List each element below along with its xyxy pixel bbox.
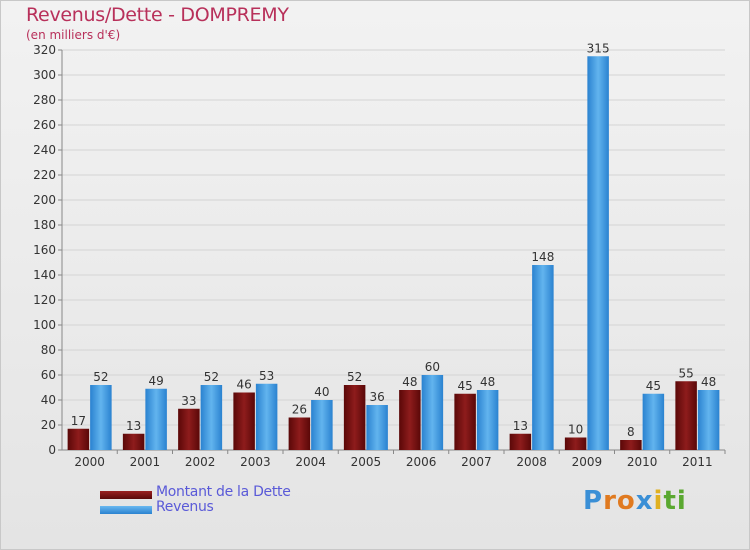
chart-subtitle: (en milliers d'€)	[26, 28, 121, 42]
bar-revenus	[697, 390, 720, 450]
data-label: 52	[347, 370, 362, 384]
x-tick-label: 2000	[74, 455, 105, 469]
logo-letter: r	[603, 486, 617, 516]
y-tick-label: 280	[33, 93, 56, 107]
chart-title: Revenus/Dette - DOMPREMY	[26, 4, 289, 26]
x-tick-label: 2005	[351, 455, 382, 469]
logo-letter: i	[676, 486, 687, 516]
bar-revenus	[421, 375, 444, 450]
y-tick-label: 80	[41, 343, 56, 357]
y-tick-label: 240	[33, 143, 56, 157]
x-tick-label: 2010	[627, 455, 658, 469]
data-label: 315	[587, 41, 610, 55]
data-label: 36	[369, 390, 384, 404]
data-label: 148	[531, 250, 554, 264]
y-tick-label: 100	[33, 318, 56, 332]
bar-dette	[399, 390, 421, 450]
data-label: 40	[314, 385, 329, 399]
bar-dette	[564, 437, 587, 450]
bar-revenus	[642, 393, 665, 450]
bar-revenus	[476, 390, 499, 450]
bar-dette	[675, 381, 697, 450]
data-label: 60	[425, 360, 440, 374]
data-label: 48	[701, 375, 716, 389]
y-tick-label: 60	[41, 368, 56, 382]
y-tick-label: 160	[33, 243, 56, 257]
x-tick-label: 2008	[516, 455, 547, 469]
logo-letter: i	[653, 486, 664, 516]
legend-swatch-dette	[100, 491, 152, 499]
y-tick-label: 300	[33, 68, 56, 82]
y-tick-label: 140	[33, 268, 56, 282]
logo-letter: t	[663, 486, 677, 516]
bar-revenus	[311, 400, 333, 450]
logo-letter: o	[616, 486, 636, 516]
y-tick-label: 20	[41, 418, 56, 432]
x-tick-label: 2004	[295, 455, 326, 469]
x-tick-label: 2006	[406, 455, 437, 469]
logo-letter: P	[583, 486, 604, 516]
bar-revenus	[532, 265, 554, 450]
legend-swatch-revenus	[100, 506, 152, 514]
data-label: 52	[204, 370, 219, 384]
data-label: 49	[148, 374, 163, 388]
bar-dette	[620, 440, 642, 450]
proxiti-logo: Proxiti	[583, 486, 687, 516]
bar-revenus	[200, 385, 223, 450]
x-tick-label: 2007	[461, 455, 492, 469]
data-label: 13	[126, 419, 141, 433]
y-tick-label: 180	[33, 218, 56, 232]
y-tick-label: 260	[33, 118, 56, 132]
bar-dette	[122, 433, 145, 450]
data-label: 13	[513, 419, 528, 433]
data-label: 45	[457, 379, 472, 393]
bar-revenus	[587, 56, 609, 450]
bar-dette	[509, 433, 532, 450]
x-tick-label: 2009	[572, 455, 603, 469]
y-tick-label: 200	[33, 193, 56, 207]
data-label: 52	[93, 370, 108, 384]
y-tick-label: 120	[33, 293, 56, 307]
x-tick-label: 2011	[682, 455, 713, 469]
bar-revenus	[255, 383, 278, 450]
bar-revenus	[366, 405, 388, 450]
y-tick-label: 220	[33, 168, 56, 182]
y-tick-label: 0	[48, 443, 56, 457]
bar-revenus	[90, 385, 112, 450]
legend-label-revenus: Revenus	[156, 499, 214, 515]
y-tick-label: 320	[33, 43, 56, 57]
data-label: 8	[627, 425, 635, 439]
data-label: 48	[480, 375, 495, 389]
data-label: 26	[292, 403, 307, 417]
bar-revenus	[145, 388, 167, 450]
legend-label-dette: Montant de la Dette	[156, 484, 291, 500]
bar-dette	[233, 392, 255, 450]
data-label: 53	[259, 369, 274, 383]
data-label: 46	[236, 378, 251, 392]
bar-dette	[454, 393, 476, 450]
bar-dette	[178, 408, 200, 450]
logo-letter: x	[635, 486, 654, 516]
bar-dette	[343, 385, 366, 450]
data-label: 45	[646, 379, 661, 393]
bar-dette	[67, 428, 90, 450]
data-label: 10	[568, 423, 583, 437]
data-label: 33	[181, 394, 196, 408]
x-tick-label: 2001	[130, 455, 161, 469]
y-tick-label: 40	[41, 393, 56, 407]
data-label: 48	[402, 375, 417, 389]
x-tick-label: 2003	[240, 455, 271, 469]
data-label: 55	[678, 366, 693, 380]
data-label: 17	[71, 414, 86, 428]
bar-dette	[288, 417, 311, 450]
x-tick-label: 2002	[185, 455, 216, 469]
